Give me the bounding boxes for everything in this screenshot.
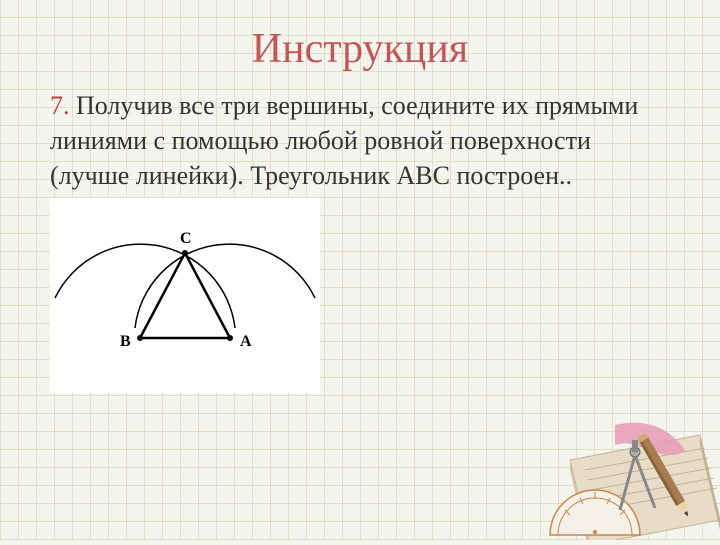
geometry-diagram: A B C [50,198,320,393]
arc-from-a [135,244,315,328]
point-a [227,335,233,341]
label-a: A [240,333,252,350]
tools-decoration [520,380,720,540]
page-title: Инструкция [50,25,670,73]
point-c [182,250,188,256]
tools-svg [520,380,720,540]
step-number: 7. [50,91,70,120]
step-body: Получив все три вершины, соедините их пр… [50,91,638,190]
triangle-abc [140,253,230,338]
content-area: Инструкция 7. Получив все три вершины, с… [0,0,720,418]
label-b: B [120,333,131,350]
arc-from-b [55,244,235,328]
point-b [137,335,143,341]
instruction-text: 7. Получив все три вершины, соедините их… [50,88,670,193]
triangle-construction-svg: A B C [50,198,320,393]
label-c: C [180,230,192,247]
title-text: Инструкция [252,26,468,72]
